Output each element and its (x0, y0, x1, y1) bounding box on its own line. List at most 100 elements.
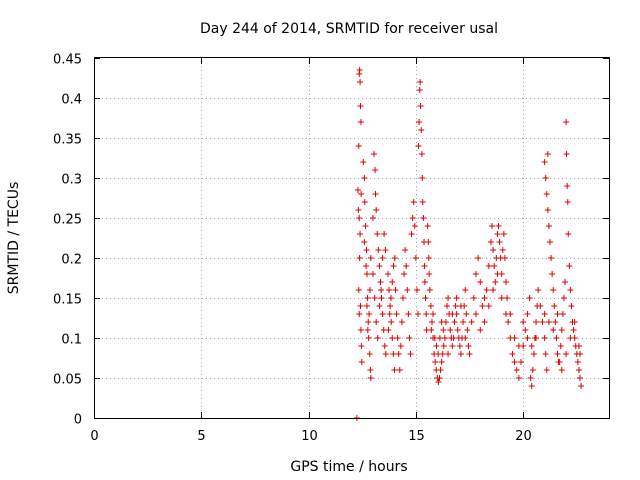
data-point (400, 295, 406, 301)
data-point (369, 215, 376, 221)
data-point (494, 271, 501, 277)
data-point (558, 367, 565, 373)
data-point (457, 351, 464, 357)
y-tick-label: 0.45 (53, 53, 82, 68)
data-point (417, 79, 424, 85)
data-point (575, 367, 582, 373)
tick-labels: 0 5 10 15 20 0 0.05 0.1 0.15 0.2 0.25 0.3 0.35 0.4 0.4… (53, 53, 532, 445)
data-point (500, 231, 507, 237)
data-point (360, 159, 367, 165)
data-point (404, 287, 411, 293)
data-point (477, 279, 484, 285)
chart-title: Day 244 of 2014, SRMTID for receiver usa… (200, 21, 498, 37)
data-point (372, 167, 379, 173)
y-tick-label: 0.05 (53, 373, 82, 388)
data-point (365, 319, 372, 325)
data-point (453, 295, 460, 301)
data-point (378, 295, 385, 301)
data-point (393, 311, 400, 317)
data-point (520, 319, 527, 325)
data-point (386, 311, 393, 317)
data-point (379, 255, 386, 261)
data-point (382, 351, 389, 357)
data-point (445, 351, 452, 357)
x-tick-label: 20 (515, 429, 532, 444)
data-point (419, 175, 426, 181)
data-point (381, 343, 388, 349)
data-point (410, 199, 417, 205)
data-point (441, 335, 448, 341)
data-point (491, 263, 498, 269)
data-point (524, 311, 531, 317)
data-point (475, 255, 482, 261)
data-point (454, 327, 461, 333)
data-point (363, 263, 370, 269)
data-point (356, 67, 363, 73)
data-point (522, 327, 529, 333)
data-point (361, 199, 368, 205)
data-point (495, 223, 502, 229)
data-point (390, 263, 397, 269)
data-point (577, 375, 584, 381)
data-point (415, 143, 422, 149)
data-point (371, 295, 378, 301)
data-point (376, 303, 383, 309)
data-point (366, 311, 373, 317)
data-point (544, 151, 551, 157)
axis-ticks (94, 58, 609, 419)
y-tick-label: 0.15 (53, 293, 82, 308)
data-point (548, 255, 555, 261)
data-point (533, 335, 540, 341)
data-point (566, 263, 573, 269)
data-point (437, 367, 444, 373)
data-point (563, 151, 570, 157)
data-point (416, 87, 423, 93)
data-point (372, 191, 379, 197)
data-point (421, 279, 428, 285)
data-point (564, 183, 571, 189)
data-point (465, 343, 472, 349)
data-point (418, 127, 425, 133)
data-point (373, 207, 380, 213)
data-point (363, 271, 370, 277)
data-point (552, 319, 559, 325)
data-point (427, 303, 434, 309)
data-point (355, 143, 362, 149)
data-point (422, 295, 429, 301)
y-axis-label: SRMTID / TECUs (6, 182, 22, 295)
data-point (558, 327, 565, 333)
data-point (426, 271, 433, 277)
data-point (550, 287, 557, 293)
y-tick-label: 0.2 (61, 253, 82, 268)
data-point (509, 351, 516, 357)
data-point (490, 247, 497, 253)
data-point (545, 319, 552, 325)
data-point (356, 215, 363, 221)
data-point (553, 335, 560, 341)
data-point (542, 175, 549, 181)
data-point (426, 287, 433, 293)
data-point (373, 319, 380, 325)
data-point (567, 287, 574, 293)
y-tick-label: 0.25 (53, 213, 82, 228)
data-point (357, 303, 364, 309)
data-point (449, 311, 456, 317)
data-point (449, 343, 456, 349)
data-point (499, 247, 506, 253)
data-point (418, 151, 425, 157)
data-point (385, 327, 392, 333)
data-point (542, 351, 549, 357)
data-point (416, 119, 423, 125)
data-point (577, 351, 584, 357)
data-point (364, 327, 371, 333)
data-point (563, 351, 570, 357)
data-point (409, 215, 416, 221)
data-point (369, 271, 376, 277)
data-point (366, 351, 373, 357)
data-point (358, 343, 365, 349)
data-point (425, 239, 432, 245)
data-point (355, 287, 362, 293)
data-point (541, 159, 548, 165)
data-point (490, 287, 497, 293)
